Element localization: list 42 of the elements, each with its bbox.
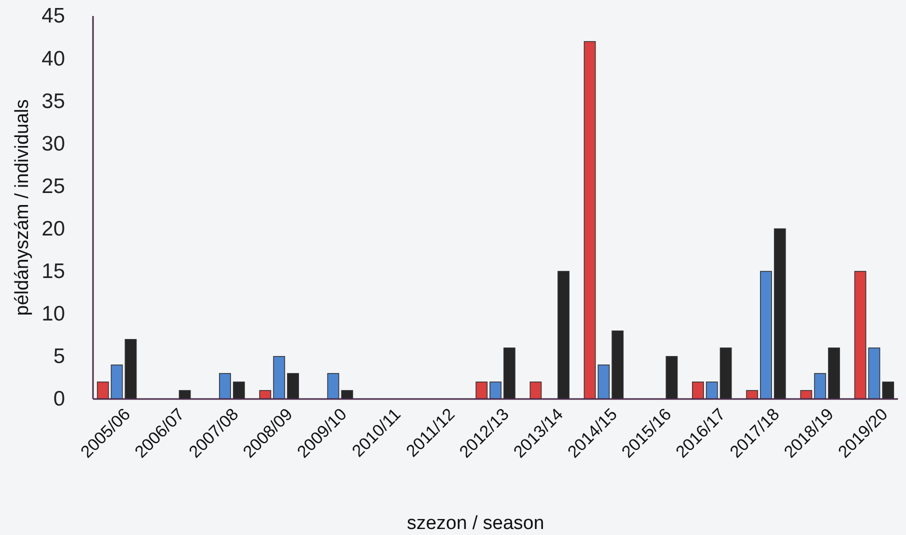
bar [490,382,502,400]
bar [692,382,704,400]
bar [706,382,718,400]
y-tick-label: 25 [42,174,65,198]
bar [746,390,758,400]
bar [287,373,299,400]
bar [178,390,191,400]
bar [800,390,812,400]
y-tick-label: 20 [42,218,65,240]
bar [273,356,286,400]
bar [232,382,245,400]
bar [124,339,137,400]
y-tick-label: 40 [42,47,65,70]
bar [327,373,340,400]
bar [760,270,772,400]
x-axis-title: szezon / season [406,513,544,534]
y-tick-label: 45 [42,4,65,28]
y-tick-label: 0 [53,388,65,411]
y-tick-label: 5 [53,345,65,368]
y-tick-label: 15 [42,260,65,284]
bar [828,348,840,400]
bar [259,390,272,400]
bar [558,270,570,400]
bar [530,382,542,400]
y-tick-label: 30 [42,132,65,156]
bar [882,382,894,400]
bar [96,382,109,400]
bar [720,348,732,400]
bar [774,228,786,400]
bar [814,373,826,400]
bar [612,330,624,400]
bar [503,348,516,400]
bar [854,270,866,400]
y-axis-title: példányszám / individuals [12,99,33,316]
y-tick-label: 35 [42,90,65,113]
bar [868,348,880,400]
y-tick-label: 10 [42,302,65,326]
bar [476,382,488,400]
bar [219,373,231,400]
bar [110,364,123,400]
bar [341,390,354,400]
bar [666,356,678,400]
